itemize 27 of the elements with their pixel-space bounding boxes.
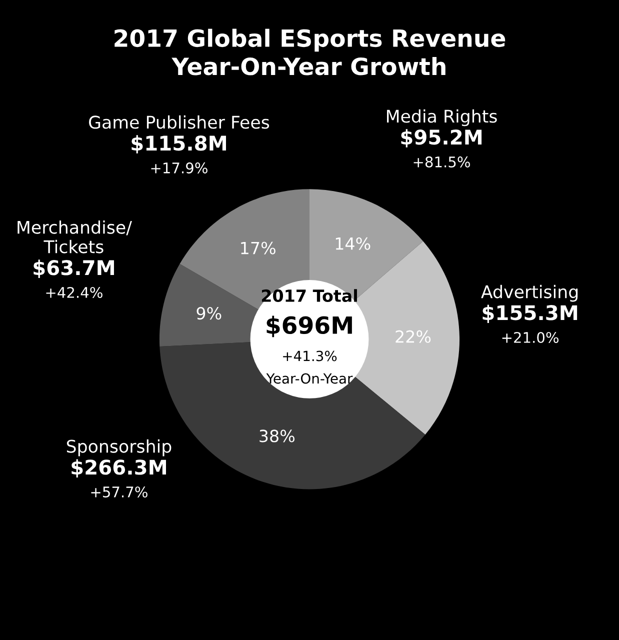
text: 9%: [196, 306, 222, 320]
data-label: $155.3M: [482, 304, 578, 323]
data-label: $266.3M: [72, 459, 166, 478]
text: +17.9%: [151, 162, 208, 174]
slice-label: Advertising: [481, 284, 578, 302]
text: +42.4%: [46, 286, 102, 298]
data-label: $63.7M: [34, 260, 114, 278]
donut-slice: [310, 189, 424, 302]
slice-label: Game Publisher Fees: [89, 115, 270, 129]
data-label: $95.2M: [401, 129, 482, 148]
text: 38%: [260, 430, 295, 442]
slice-label: Media Rights: [387, 109, 497, 126]
text: $696M: [266, 316, 352, 338]
chart-title: 2017 Global ESports Revenue Year-On-Year Growth: [114, 28, 506, 76]
slice-label: Merchandise/ Tickets: [18, 220, 132, 254]
text: 17%: [241, 242, 276, 254]
slice-label: Sponsorship: [66, 439, 172, 456]
text: 14%: [336, 237, 370, 250]
text: Year-On-Year: [266, 373, 353, 384]
text: +21.0%: [502, 332, 559, 343]
text: 22%: [396, 330, 431, 343]
text: +81.5%: [414, 156, 470, 168]
donut-slice: [159, 264, 260, 347]
text: 2017 Total: [262, 289, 357, 302]
text: +57.7%: [91, 486, 148, 498]
text: +41.3%: [283, 350, 337, 362]
data-label: $115.8M: [132, 135, 226, 154]
